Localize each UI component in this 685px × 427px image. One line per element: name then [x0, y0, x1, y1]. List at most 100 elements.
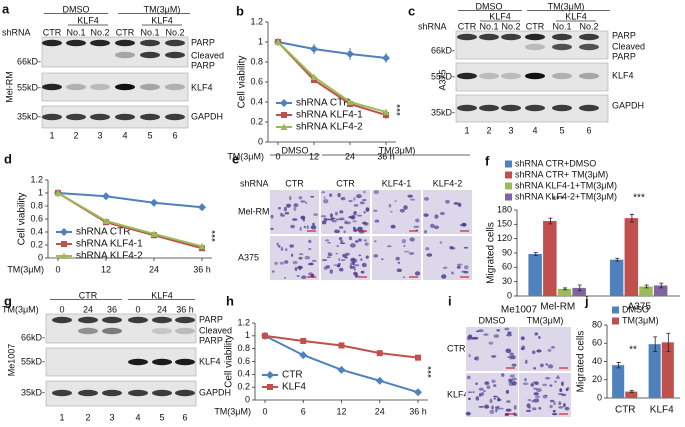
marker — [60, 252, 68, 259]
blot-band — [175, 316, 195, 324]
panel-letter: g — [4, 293, 12, 308]
lane-label: CTR — [116, 27, 135, 37]
cell-stain — [289, 195, 292, 201]
x-tick-label: KLF4 — [650, 405, 674, 416]
y-tick-label: 0.6 — [250, 76, 263, 86]
cell-stain — [311, 259, 317, 262]
y-tick-label: 0.8 — [237, 343, 250, 353]
legend-swatch — [505, 171, 512, 179]
blot-band — [152, 389, 172, 397]
legend-label: shRNA CTR — [76, 227, 130, 238]
group-label: TM(3μM) — [379, 145, 416, 155]
blot-band — [501, 104, 521, 112]
marker — [280, 123, 288, 130]
cell-stain — [338, 267, 344, 272]
cell-stain — [325, 265, 331, 269]
cell-stain — [397, 261, 401, 265]
image-title: Me1007 — [501, 305, 538, 316]
lane-number: 6 — [182, 412, 187, 422]
band-label: GAPDH — [199, 387, 231, 397]
blot-band — [115, 83, 135, 91]
y-tick-label: 0 — [507, 290, 512, 300]
subgroup-label: KLF4 — [77, 15, 99, 25]
marker — [102, 192, 110, 201]
y-tick-label: 0.2 — [250, 116, 263, 126]
legend-swatch — [505, 193, 512, 201]
blot-band — [66, 39, 86, 47]
y-tick-label: 0.2 — [30, 239, 43, 249]
cell-stain — [353, 268, 356, 271]
blot-band — [479, 33, 499, 41]
cell-stain — [313, 213, 318, 216]
lane-label: CTR — [526, 21, 545, 31]
y-axis-label: Migrated cells — [486, 222, 497, 284]
cell-stain — [326, 218, 332, 221]
cell-stain — [348, 236, 353, 241]
cell-stain — [360, 258, 363, 261]
bar — [528, 253, 542, 296]
cell-stain — [280, 246, 284, 251]
cell-stain — [272, 270, 275, 273]
group-label: DMSO — [282, 145, 309, 155]
cell-stain — [545, 363, 549, 366]
cell-stain — [294, 267, 298, 272]
cell-stain — [533, 398, 540, 403]
error-bar — [615, 257, 620, 262]
lane-number: 4 — [122, 130, 127, 140]
cell-stain — [533, 367, 537, 370]
blot-band — [102, 327, 122, 335]
cell-stain — [459, 224, 462, 227]
cell-stain — [307, 262, 314, 266]
blot-band — [90, 83, 110, 91]
cell-stain — [352, 226, 356, 230]
legend-label: TM(3μM) — [622, 315, 659, 325]
y-tick-label: 40 — [592, 356, 602, 366]
cell-stain — [544, 394, 548, 397]
cell-stain — [338, 237, 343, 240]
size-marker: 66kD- — [431, 45, 455, 55]
cell-stain — [327, 241, 331, 244]
row-label: shRNA — [418, 21, 447, 31]
marker — [414, 388, 422, 397]
cell-stain — [511, 377, 517, 381]
lane-number: 1 — [59, 412, 64, 422]
cell-stain — [358, 254, 362, 257]
cell-stain — [509, 374, 516, 378]
cell-stain — [308, 247, 312, 250]
group-label: CTR — [79, 290, 98, 300]
cell-stain — [534, 395, 541, 399]
cell-stain — [505, 408, 512, 412]
annotation: *** — [211, 230, 222, 242]
cell-stain — [333, 264, 338, 266]
lane-label: 0 — [135, 304, 140, 314]
cell-stain — [468, 334, 473, 339]
subgroup-label: KLF4 — [489, 11, 511, 21]
cell-stain — [457, 202, 462, 207]
cell-stain — [285, 248, 288, 251]
x-tick-label: Mel-RM — [540, 302, 575, 313]
cell-stain — [394, 200, 397, 202]
cell-stain — [434, 214, 439, 219]
group-label: KLF4 — [151, 290, 173, 300]
marker — [266, 371, 274, 379]
cell-stain — [323, 198, 329, 204]
x-tick-label: A375 — [628, 302, 652, 313]
cell-stain — [344, 256, 348, 259]
blot-band — [66, 83, 86, 91]
cell-stain — [550, 345, 555, 349]
x-tick-label: 0 — [262, 406, 267, 416]
cell-stain — [374, 240, 377, 243]
row-label: shRNA — [240, 178, 269, 188]
band-label: PARP — [612, 51, 636, 61]
row-label: CTR — [447, 343, 466, 353]
cell-stain — [310, 225, 317, 230]
annotation: *** — [396, 104, 407, 116]
cell-stain — [357, 214, 363, 217]
marker — [382, 54, 390, 62]
cell-stain — [336, 245, 339, 248]
error-bar — [644, 284, 649, 289]
cell-stain — [565, 387, 569, 392]
y-tick-label: 1.2 — [30, 174, 43, 184]
lane-label: CTR — [458, 21, 477, 31]
cell-stain — [511, 381, 517, 386]
